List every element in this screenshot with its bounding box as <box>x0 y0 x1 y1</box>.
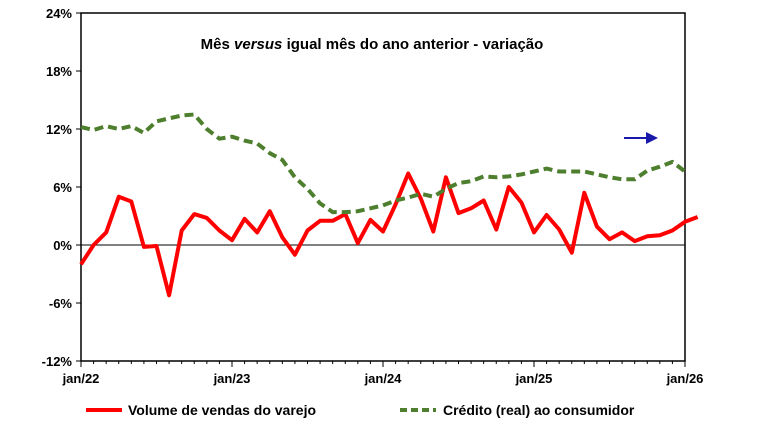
y-tick-label: 18% <box>46 64 72 79</box>
series-layer <box>79 112 699 298</box>
series-line-varejo <box>79 171 699 298</box>
y-axis: -12% -6% 0% 6% 12% 18% 24% <box>42 6 685 369</box>
legend: Volume de vendas do varejo Crédito (real… <box>86 402 635 418</box>
x-tick-label: jan/24 <box>364 371 403 386</box>
plot-area <box>80 12 686 362</box>
x-axis: jan/22 jan/23 jan/24 jan/25 jan/26 <box>62 361 704 386</box>
y-tick-label: -6% <box>49 296 73 311</box>
y-tick-label: 6% <box>53 180 72 195</box>
legend-label-credito: Crédito (real) ao consumidor <box>443 402 635 418</box>
x-tick-label: jan/22 <box>62 371 100 386</box>
legend-item-credito: Crédito (real) ao consumidor <box>400 402 635 418</box>
legend-item-varejo: Volume de vendas do varejo <box>86 402 316 418</box>
x-tick-label: jan/26 <box>666 371 704 386</box>
y-tick-label: 0% <box>53 238 72 253</box>
y-tick-label: -12% <box>42 354 73 369</box>
y-tick-label: 24% <box>46 6 72 21</box>
legend-label-varejo: Volume de vendas do varejo <box>128 402 316 418</box>
arrow-right-icon <box>624 132 658 144</box>
chart-title: Mês versus igual mês do ano anterior - v… <box>201 36 544 53</box>
x-tick-label: jan/25 <box>515 371 553 386</box>
x-tick-label: jan/23 <box>213 371 251 386</box>
y-tick-label: 12% <box>46 122 72 137</box>
